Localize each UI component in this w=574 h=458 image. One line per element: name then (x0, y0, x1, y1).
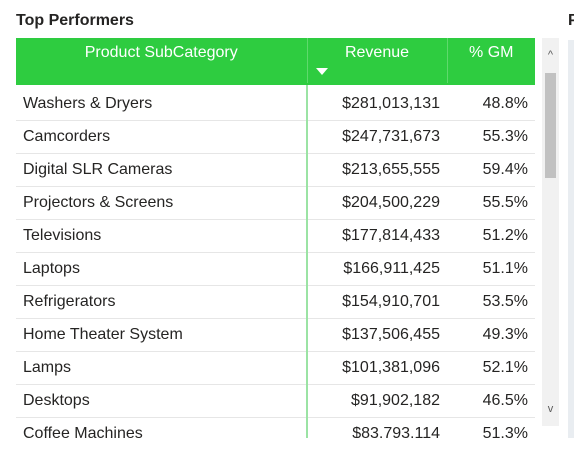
cell-product-subcategory: Home Theater System (16, 318, 308, 352)
cell-revenue: $213,655,555 (307, 153, 447, 187)
cell-gm: 51.3% (447, 417, 535, 438)
sort-descending-icon (315, 68, 328, 75)
table-body: Washers & Dryers $281,013,131 48.8% Camcord… (16, 84, 535, 438)
cell-product-subcategory: Washers & Dryers (16, 84, 308, 121)
column-header-gm[interactable]: % GM (447, 38, 535, 85)
table-row[interactable]: Desktops $91,902,182 46.5% (16, 384, 535, 418)
cell-revenue: $177,814,433 (307, 219, 447, 253)
cell-revenue: $91,902,182 (307, 384, 447, 418)
cell-gm: 55.3% (447, 120, 535, 154)
cell-revenue: $281,013,131 (307, 84, 447, 121)
table-row[interactable]: Camcorders $247,731,673 55.3% (16, 120, 535, 154)
scroll-down-button[interactable]: v (542, 392, 559, 426)
cell-product-subcategory: Digital SLR Cameras (16, 153, 308, 187)
cell-product-subcategory: Projectors & Screens (16, 186, 308, 220)
column-header-revenue[interactable]: Revenue (307, 38, 448, 85)
visual-title: Top Performers (16, 12, 134, 29)
cell-gm: 55.5% (447, 186, 535, 220)
column-header-label: Revenue (344, 43, 410, 61)
cell-gm: 59.4% (447, 153, 535, 187)
cell-product-subcategory: Televisions (16, 219, 308, 253)
table-header-row: Product SubCategory Revenue % GM (16, 38, 535, 85)
cell-product-subcategory: Camcorders (16, 120, 308, 154)
cell-revenue: $101,381,096 (307, 351, 447, 385)
cell-product-subcategory: Coffee Machines (16, 417, 308, 438)
cell-gm: 46.5% (447, 384, 535, 418)
cell-revenue: $137,506,455 (307, 318, 447, 352)
cell-product-subcategory: Lamps (16, 351, 308, 385)
adjacent-visual-edge (568, 40, 574, 438)
cell-revenue: $204,500,229 (307, 186, 447, 220)
vertical-scrollbar[interactable]: ^ v (542, 38, 559, 426)
table-row[interactable]: Coffee Machines $83,793,114 51.3% (16, 417, 535, 438)
cell-product-subcategory: Laptops (16, 252, 308, 286)
table-row[interactable]: Refrigerators $154,910,701 53.5% (16, 285, 535, 319)
cell-gm: 51.2% (447, 219, 535, 253)
table-row[interactable]: Home Theater System $137,506,455 49.3% (16, 318, 535, 352)
cell-revenue: $247,731,673 (307, 120, 447, 154)
chevron-up-icon: ^ (547, 49, 554, 61)
scroll-up-button[interactable]: ^ (542, 38, 559, 72)
table-row[interactable]: Televisions $177,814,433 51.2% (16, 219, 535, 253)
table-row[interactable]: Lamps $101,381,096 52.1% (16, 351, 535, 385)
cell-gm: 51.1% (447, 252, 535, 286)
table-row[interactable]: Washers & Dryers $281,013,131 48.8% (16, 84, 535, 121)
table-row[interactable]: Digital SLR Cameras $213,655,555 59.4% (16, 153, 535, 187)
cell-gm: 49.3% (447, 318, 535, 352)
cell-gm: 53.5% (447, 285, 535, 319)
cell-revenue: $166,911,425 (307, 252, 447, 286)
column-header-product-subcategory[interactable]: Product SubCategory (16, 38, 308, 85)
table-row[interactable]: Laptops $166,911,425 51.1% (16, 252, 535, 286)
adjacent-visual-title-fragment: P (568, 12, 574, 29)
cell-product-subcategory: Refrigerators (16, 285, 308, 319)
column-header-label: % GM (469, 43, 514, 61)
top-performers-table: Product SubCategory Revenue % GM Washers… (16, 38, 535, 438)
cell-product-subcategory: Desktops (16, 384, 308, 418)
scroll-thumb[interactable] (545, 73, 556, 178)
cell-gm: 48.8% (447, 84, 535, 121)
chevron-down-icon: v (547, 403, 554, 415)
table-row[interactable]: Projectors & Screens $204,500,229 55.5% (16, 186, 535, 220)
table-container: Product SubCategory Revenue % GM Washers… (16, 38, 535, 438)
cell-revenue: $154,910,701 (307, 285, 447, 319)
column-header-label: Product SubCategory (84, 43, 238, 61)
cell-revenue: $83,793,114 (307, 417, 447, 438)
cell-gm: 52.1% (447, 351, 535, 385)
